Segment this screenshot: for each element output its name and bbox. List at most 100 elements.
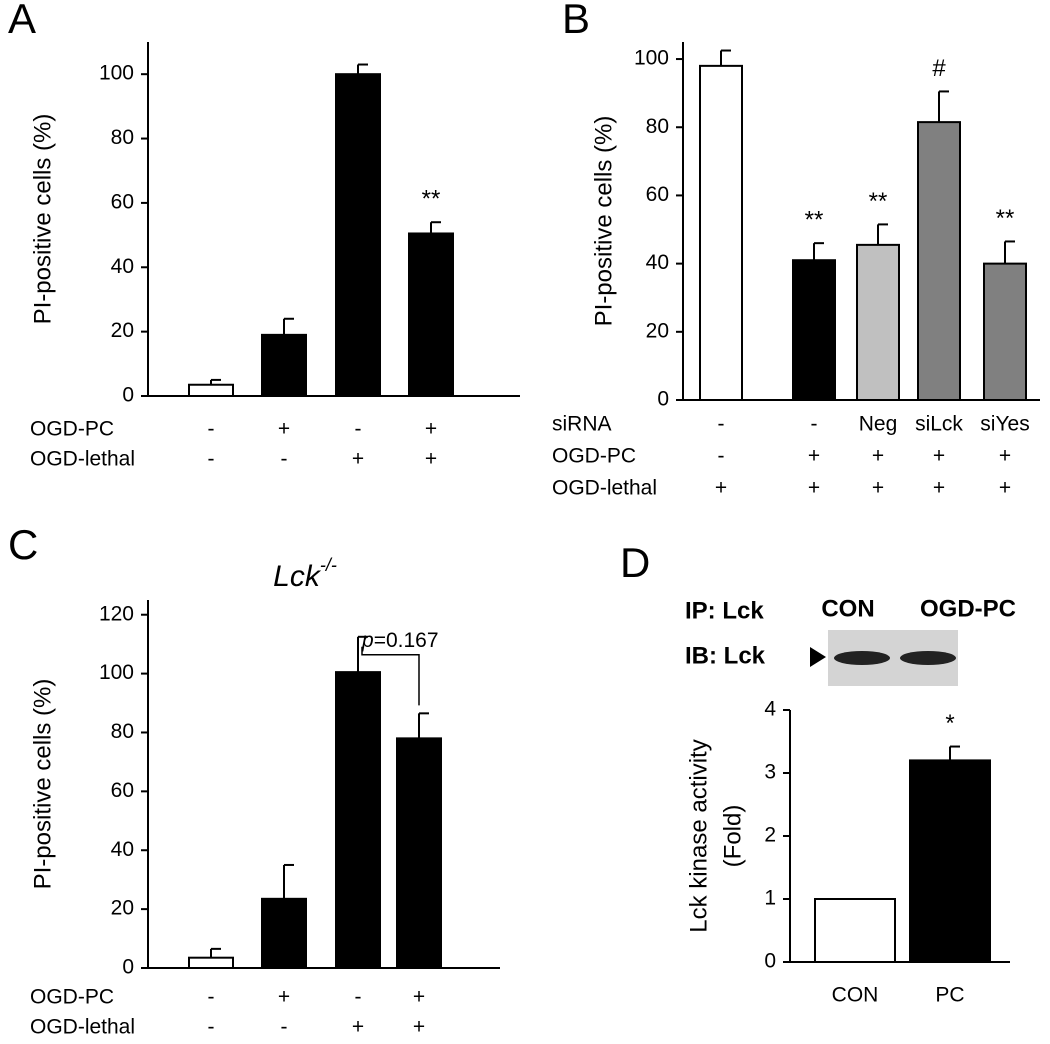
y-tick-label: 20 xyxy=(111,897,134,920)
y-tick-label: 0 xyxy=(122,384,134,407)
bar xyxy=(699,64,743,401)
condition-label: OGD-lethal xyxy=(30,448,135,471)
blot-lane-label: CON xyxy=(821,595,874,622)
y-tick-label: 60 xyxy=(646,183,669,206)
condition-value: + xyxy=(808,477,820,500)
condition-value: + xyxy=(872,477,884,500)
bar xyxy=(188,383,234,397)
y-tick-label: 3 xyxy=(764,761,776,784)
significance-mark: ** xyxy=(422,186,441,213)
y-tick-label: 40 xyxy=(646,251,669,274)
bar xyxy=(408,232,454,397)
y-axis-label: PI-positive cells (%) xyxy=(29,679,56,890)
blot-ip-label: IP: Lck xyxy=(685,597,764,624)
condition-value: + xyxy=(808,445,820,468)
y-tick-label: 0 xyxy=(657,388,669,411)
y-tick-label: 20 xyxy=(111,319,134,342)
condition-label: OGD-lethal xyxy=(552,477,657,500)
y-tick-label: 80 xyxy=(111,126,134,149)
x-tick-label: CON xyxy=(832,984,879,1007)
significance-mark: # xyxy=(932,55,946,82)
condition-value: + xyxy=(933,445,945,468)
y-tick-label: 100 xyxy=(99,62,134,85)
y-tick-label: 4 xyxy=(764,698,776,721)
condition-value: + xyxy=(933,477,945,500)
y-axis-label: PI-positive cells (%) xyxy=(590,116,617,327)
y-tick-label: 0 xyxy=(764,950,776,973)
bar xyxy=(792,259,836,402)
bar xyxy=(396,737,442,969)
condition-value: + xyxy=(999,445,1011,468)
y-tick-label: 120 xyxy=(99,602,134,625)
bar xyxy=(983,262,1027,401)
bar xyxy=(261,897,307,969)
chart-title: Lck-/- xyxy=(273,555,337,593)
p-value: p=0.167 xyxy=(361,628,439,651)
condition-value: - xyxy=(208,448,215,471)
bar xyxy=(188,956,234,969)
condition-value: + xyxy=(413,1016,425,1039)
y-axis-label: PI-positive cells (%) xyxy=(29,114,56,325)
bracket xyxy=(361,646,420,706)
condition-value: - xyxy=(355,418,362,441)
bar xyxy=(917,121,961,401)
significance-mark: ** xyxy=(996,205,1015,232)
y-tick-label: 1 xyxy=(764,887,776,910)
blot-ib-label: IB: Lck xyxy=(685,642,766,669)
condition-value: - xyxy=(281,448,288,471)
condition-value: + xyxy=(872,445,884,468)
title-superscript: -/- xyxy=(320,555,337,575)
condition-value: + xyxy=(352,1016,364,1039)
condition-value: + xyxy=(425,418,437,441)
condition-value: Neg xyxy=(859,413,898,436)
bar xyxy=(856,243,900,401)
condition-value: - xyxy=(718,413,725,436)
blot-band xyxy=(900,651,956,665)
panel-letter: C xyxy=(8,521,38,568)
condition-value: - xyxy=(355,986,362,1009)
bar xyxy=(814,898,896,963)
condition-value: + xyxy=(278,418,290,441)
y-axis-label: Lck kinase activity xyxy=(685,739,712,932)
condition-value: + xyxy=(352,448,364,471)
blot-band xyxy=(834,651,890,665)
bar xyxy=(335,73,381,397)
blot-lane-label: OGD-PC xyxy=(920,595,1016,622)
condition-label: OGD-PC xyxy=(552,445,636,468)
condition-value: + xyxy=(413,986,425,1009)
condition-value: + xyxy=(425,448,437,471)
condition-value: siLck xyxy=(915,413,963,436)
y-tick-label: 40 xyxy=(111,255,134,278)
y-tick-label: 80 xyxy=(646,115,669,138)
condition-value: + xyxy=(999,477,1011,500)
condition-label: siRNA xyxy=(552,413,612,436)
significance-mark: * xyxy=(945,710,954,737)
condition-label: OGD-lethal xyxy=(30,1016,135,1039)
y-tick-label: 100 xyxy=(99,661,134,684)
condition-value: - xyxy=(208,418,215,441)
title-text: Lck xyxy=(273,560,322,593)
significance-mark: ** xyxy=(805,207,824,234)
condition-value: - xyxy=(208,986,215,1009)
significance-mark: ** xyxy=(869,188,888,215)
y-tick-label: 80 xyxy=(111,720,134,743)
condition-value: - xyxy=(718,445,725,468)
y-tick-label: 0 xyxy=(122,956,134,979)
condition-value: - xyxy=(281,1016,288,1039)
condition-label: OGD-PC xyxy=(30,418,114,441)
condition-value: + xyxy=(715,477,727,500)
p-text: =0.167 xyxy=(374,628,439,651)
bar xyxy=(909,759,991,964)
y-tick-label: 2 xyxy=(764,824,776,847)
condition-label: OGD-PC xyxy=(30,986,114,1009)
blot-arrow xyxy=(810,647,826,667)
condition-value: - xyxy=(811,413,818,436)
panel-letter: A xyxy=(8,0,36,42)
condition-value: + xyxy=(278,986,290,1009)
panel-letter: B xyxy=(562,0,590,42)
panel-letter: D xyxy=(620,539,650,586)
condition-value: siYes xyxy=(980,413,1029,436)
x-tick-label: PC xyxy=(935,984,964,1007)
condition-value: - xyxy=(208,1016,215,1039)
